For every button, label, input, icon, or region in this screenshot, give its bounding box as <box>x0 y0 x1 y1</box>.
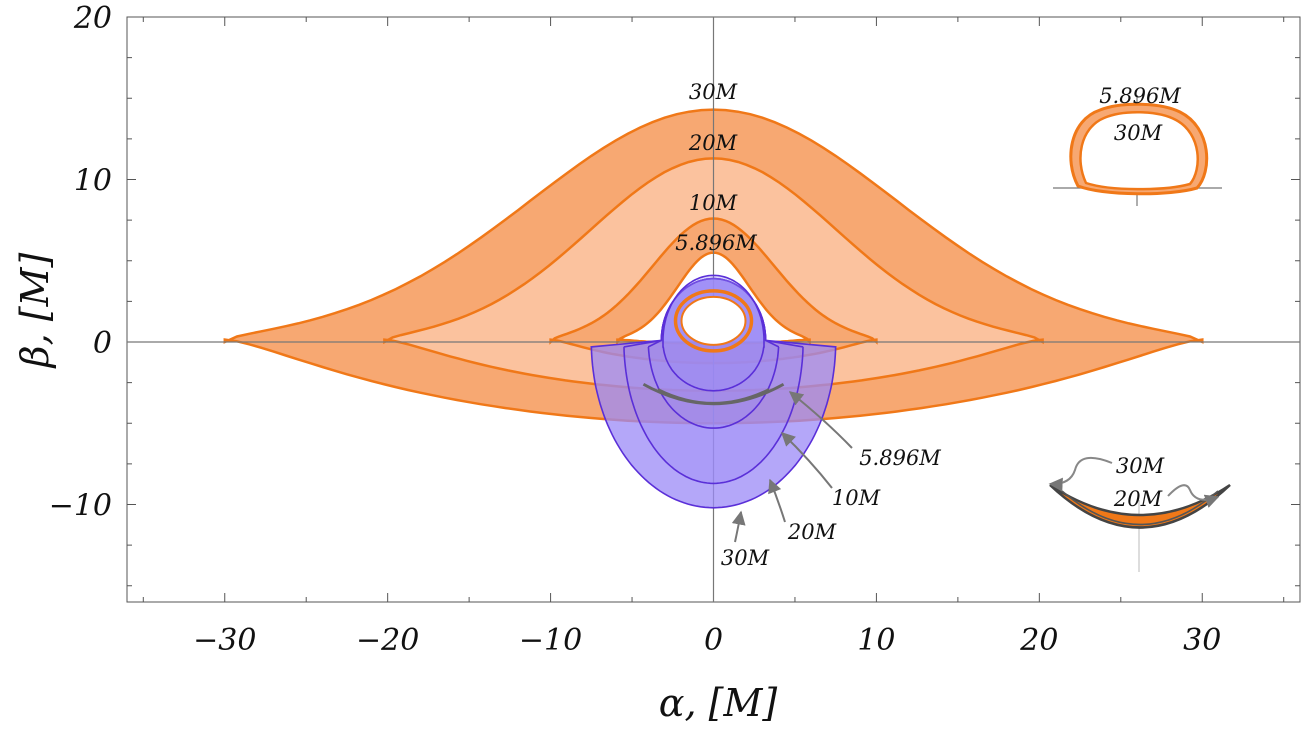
x-tick-label: 10 <box>857 623 895 658</box>
y-tick-labels: −10 0 10 20 <box>49 1 112 524</box>
blue-label-30M: 30M <box>721 546 770 570</box>
inner-loop-orange-outer <box>673 289 754 353</box>
x-tick-label: 20 <box>1019 623 1058 658</box>
inner-gray-arc-2 <box>657 388 770 404</box>
inset-top-right: 5.896M 30M <box>1053 84 1222 206</box>
inset-bottom-arrow-30M <box>1048 456 1113 492</box>
y-tick-label: 20 <box>73 1 112 36</box>
arrow-blue-10M <box>780 432 833 489</box>
blue-label-20M: 20M <box>787 520 837 544</box>
orange-label-5896M: 5.896M <box>675 231 757 255</box>
inset-bottom-arrow-20M <box>1167 484 1220 508</box>
x-tick-label: −10 <box>519 623 582 658</box>
inner-loops <box>642 289 785 406</box>
blue-regions <box>590 274 837 509</box>
inset-top-label-30M: 30M <box>1114 121 1163 145</box>
inset-top-loop-inner <box>1079 110 1199 191</box>
frame-ticks <box>127 16 1300 602</box>
x-tick-label: 30 <box>1183 623 1221 658</box>
arrow-blue-5896M <box>788 391 853 449</box>
x-tick-label: −30 <box>193 623 256 658</box>
x-tick-label: 0 <box>704 623 723 658</box>
inner-loop-orange-inner <box>680 295 747 346</box>
inset-bottom-arc <box>1049 483 1231 529</box>
orange-label-20M: 20M <box>688 131 738 155</box>
orange-label-10M: 10M <box>689 191 738 215</box>
x-axis-title: α, [M] <box>659 681 778 725</box>
blue-annotations: 5.896M 10M 20M 30M <box>721 391 941 570</box>
arrow-blue-30M <box>731 510 746 543</box>
y-tick-label: 10 <box>74 164 112 199</box>
y-tick-label: −10 <box>49 489 112 524</box>
blue-curve-10M <box>647 277 780 429</box>
y-axis-title: β, [M] <box>13 252 57 369</box>
orange-label-30M: 30M <box>689 80 738 104</box>
x-tick-labels: −30 −20 −10 0 10 20 30 <box>193 623 1221 658</box>
inset-bottom-right: 30M 20M <box>1048 454 1231 572</box>
y-tick-label: 0 <box>93 326 112 361</box>
x-tick-label: −20 <box>356 623 419 658</box>
inset-bottom-arc-inner <box>1061 490 1219 526</box>
inset-bottom-label-30M: 30M <box>1116 454 1165 478</box>
blue-label-10M: 10M <box>832 486 881 510</box>
inset-bottom-label-20M: 20M <box>1113 487 1163 511</box>
arrow-blue-20M <box>768 478 786 523</box>
blue-label-5896M: 5.896M <box>859 446 941 470</box>
inset-top-label-5896M: 5.896M <box>1099 84 1181 108</box>
